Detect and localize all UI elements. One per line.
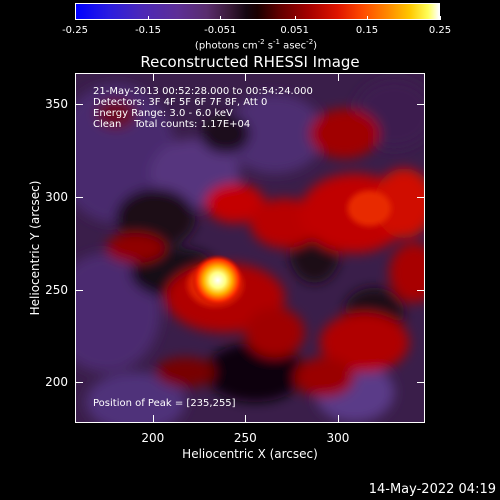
colorbar-tick-label: -0.15 [135, 25, 161, 36]
y-tick-mark [75, 382, 83, 384]
colorbar-tick-label: 0.051 [280, 25, 310, 36]
image-plot [75, 73, 425, 423]
colorbar-tick-mark [75, 16, 76, 20]
x-tick-label: 300 [326, 431, 350, 445]
y-tick-label: 300 [45, 190, 68, 205]
colorbar-units: (photons cm-2 s-1 asec-2) [194, 38, 318, 52]
colorbar-tick-label: 0.15 [355, 25, 379, 36]
x-tick-label: 200 [141, 431, 165, 445]
peak-source [191, 254, 244, 307]
y-tick-mark [417, 197, 425, 199]
detectors: Detectors: 3F 4F 5F 6F 7F 8F, Att 0 [93, 97, 268, 108]
colorbar [75, 3, 440, 20]
rhessi-image [76, 74, 424, 422]
y-tick-mark [75, 104, 83, 106]
y-tick-mark [417, 104, 425, 106]
y-tick-mark [75, 289, 83, 291]
y-tick-label: 250 [45, 282, 68, 297]
y-axis-label: Heliocentric Y (arcsec) [28, 180, 42, 316]
y-tick-mark [417, 289, 425, 291]
colorbar-tick-label: 0.25 [428, 25, 452, 36]
colorbar-tick-mark [367, 16, 368, 20]
x-tick-mark [337, 415, 339, 423]
colorbar-tick-mark [440, 16, 441, 20]
colorbar-tick-mark [294, 16, 296, 20]
colorbar-tick-mark [148, 16, 149, 20]
x-tick-mark [152, 415, 154, 423]
y-tick-mark [75, 197, 83, 199]
x-axis-label: Heliocentric X (arcsec) [182, 447, 318, 461]
x-tick-label: 250 [233, 431, 257, 445]
colorbar-tick-mark [220, 16, 222, 20]
x-tick-mark [245, 73, 247, 81]
timestamp: 14-May-2022 04:19 [368, 482, 496, 497]
clean-counts: Clean Total counts: 1.17E+04 [93, 119, 251, 130]
y-tick-label: 350 [45, 97, 68, 112]
colorbar-tick-label: -0.25 [62, 25, 88, 36]
peak-position: Position of Peak = [235,255] [93, 398, 236, 409]
energy-range: Energy Range: 3.0 - 6.0 keV [93, 108, 233, 119]
time-range: 21-May-2013 00:52:28.000 to 00:54:24.000 [93, 86, 313, 97]
x-tick-mark [337, 73, 339, 81]
x-tick-mark [245, 415, 247, 423]
y-tick-label: 200 [45, 375, 68, 390]
y-tick-mark [417, 382, 425, 384]
plot-title: Reconstructed RHESSI Image [140, 53, 360, 71]
x-tick-mark [152, 73, 154, 81]
colorbar-tick-label: -0.051 [204, 25, 237, 36]
